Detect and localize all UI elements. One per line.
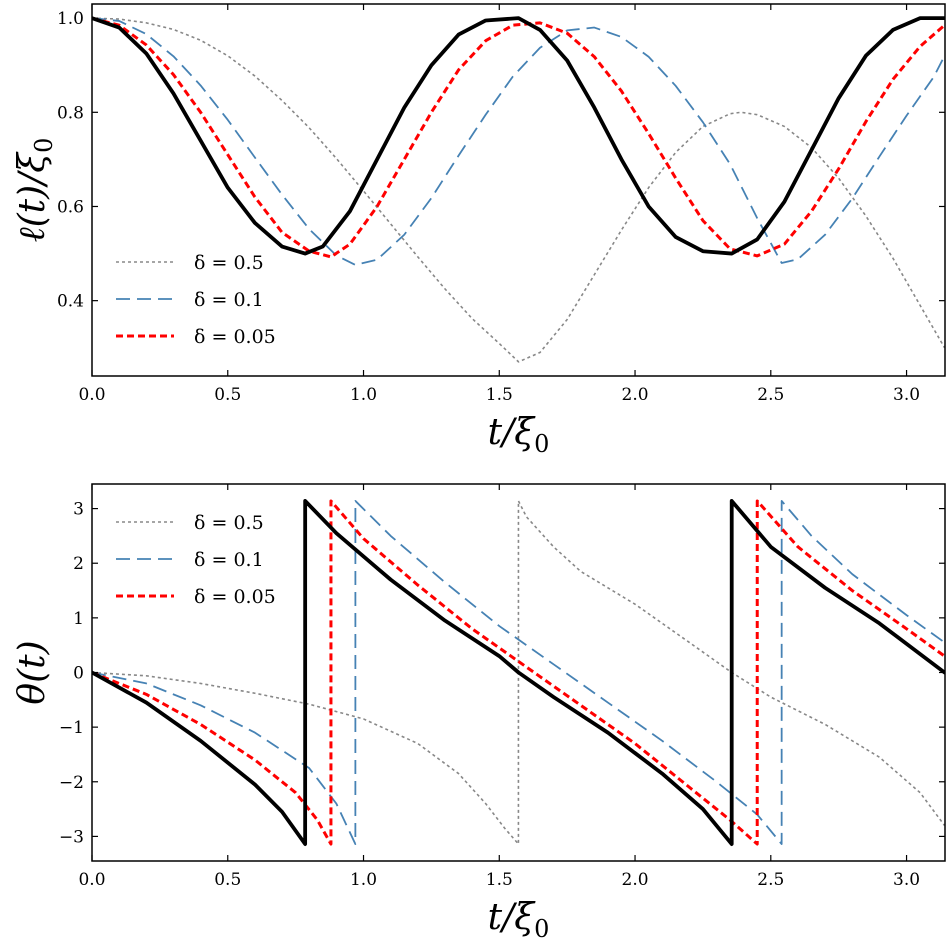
legend-label: δ = 0.05 (194, 326, 276, 348)
x-tick-label: 2.5 (757, 870, 784, 890)
x-tick-label: 1.0 (350, 870, 377, 890)
y-axis-label: θ(t) (12, 640, 53, 704)
legend: δ = 0.5 δ = 0.1 δ = 0.05 (116, 512, 276, 608)
x-axis-label: t/ξ0 (488, 412, 550, 458)
y-tick-label: 1 (73, 609, 84, 629)
x-tick-label: 2.0 (622, 870, 649, 890)
series-line-0.5 (92, 17, 945, 363)
series-line-solid (92, 499, 945, 846)
series-line-0.05 (92, 499, 945, 846)
series-line-solid (92, 16, 945, 256)
series-group (92, 499, 945, 846)
legend-label: δ = 0.1 (194, 289, 264, 311)
legend-label: δ = 0.5 (194, 252, 264, 274)
x-tick-label: 0.0 (78, 385, 105, 405)
x-tick-label: 0.0 (78, 870, 105, 890)
y-tick-label: −3 (59, 827, 84, 847)
x-tick-label: 2.0 (622, 385, 649, 405)
x-tick-label: 3.0 (893, 385, 920, 405)
series-group (92, 16, 945, 363)
y-tick-label: 1.0 (57, 9, 84, 29)
y-tick-label: 0.8 (57, 103, 84, 123)
series-line-0.5 (92, 500, 945, 845)
x-tick-label: 1.5 (486, 870, 513, 890)
y-tick-label: 0.4 (57, 292, 84, 312)
series-line-0.05 (92, 16, 945, 259)
x-tick-label: 1.5 (486, 385, 513, 405)
series-line-0.1 (92, 17, 945, 266)
legend-label: δ = 0.1 (194, 549, 264, 571)
y-tick-label: 0 (73, 664, 84, 684)
y-axis-label: ℓ(t)/ξ0 (12, 138, 58, 243)
x-axis-label: t/ξ0 (488, 897, 550, 943)
x-tick-label: 1.0 (350, 385, 377, 405)
top-chart-panel: 0.0 0.5 1.0 1.5 2.0 2.5 3.0 0.4 0.6 0.8 1.0 t/ξ0 ℓ(t… (12, 3, 946, 458)
plot-frame (91, 3, 946, 377)
x-tick-label: 3.0 (893, 870, 920, 890)
legend-label: δ = 0.5 (194, 512, 264, 534)
x-tick-label: 2.5 (757, 385, 784, 405)
y-tick-label: 3 (73, 500, 84, 520)
y-tick-label: 0.6 (57, 197, 84, 217)
x-tick-label: 0.5 (214, 385, 241, 405)
x-tick-label: 0.5 (214, 870, 241, 890)
y-tick-label: −2 (59, 773, 84, 793)
legend: δ = 0.5 δ = 0.1 δ = 0.05 (116, 252, 276, 348)
legend-label: δ = 0.05 (194, 586, 276, 608)
bottom-chart-panel: 0.0 0.5 1.0 1.5 2.0 2.5 3.0 −3 −2 −1 0 1 2 3 t/ξ0 θ(t) δ… (12, 483, 946, 943)
y-tick-label: 2 (73, 554, 84, 574)
y-tick-label: −1 (59, 718, 84, 738)
series-line-0.1 (92, 500, 945, 845)
